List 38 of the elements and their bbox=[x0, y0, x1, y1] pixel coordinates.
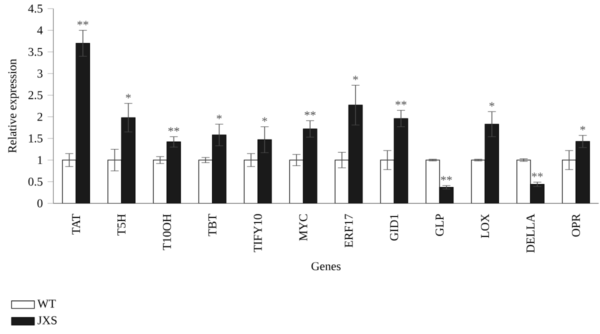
y-tick-label: 4.5 bbox=[28, 4, 42, 13]
x-tick-label: MYC bbox=[299, 214, 308, 241]
legend-label: JXS bbox=[38, 316, 57, 324]
annotation: ** bbox=[396, 100, 406, 106]
annotation: ** bbox=[441, 176, 452, 181]
y-tick-label: 1 bbox=[38, 156, 42, 164]
annotation: ** bbox=[168, 127, 180, 132]
x-tick-label: OPR bbox=[572, 214, 580, 237]
y-tick-label: 0.5 bbox=[28, 178, 42, 186]
x-tick-label: LOX bbox=[481, 214, 490, 238]
x-tick-label: TIFY10 bbox=[254, 214, 262, 252]
x-tick-label: DELLA bbox=[526, 214, 534, 253]
y-tick-label: 4 bbox=[37, 26, 43, 34]
annotation: * bbox=[489, 102, 494, 107]
annotation: * bbox=[126, 94, 131, 98]
annotation: * bbox=[580, 126, 586, 130]
y-tick-label: 2.5 bbox=[28, 91, 42, 100]
x-tick-label: ERF17 bbox=[344, 214, 353, 248]
x-tick-label: TBT bbox=[208, 214, 216, 236]
y-tick-label: 0 bbox=[37, 199, 42, 208]
y-axis-title: Relative expression bbox=[8, 59, 19, 153]
y-tick-label: 3 bbox=[38, 70, 42, 78]
x-axis-title: Genes bbox=[312, 262, 341, 270]
x-tick-label: TAT bbox=[72, 214, 80, 235]
y-tick-label: 1.5 bbox=[28, 134, 42, 142]
annotation: * bbox=[216, 114, 222, 120]
annotation: ** bbox=[77, 20, 88, 26]
x-tick-label: T10OH bbox=[162, 214, 172, 250]
x-tick-label: GID1 bbox=[390, 214, 398, 241]
annotation: * bbox=[353, 76, 358, 80]
annotation: ** bbox=[532, 172, 543, 178]
legend-label: WT bbox=[37, 300, 56, 308]
x-tick-label: GLP bbox=[436, 214, 444, 236]
y-tick-label: 2 bbox=[37, 112, 42, 121]
annotation: ** bbox=[304, 111, 316, 116]
annotation: * bbox=[262, 117, 268, 122]
x-tick-label: T5H bbox=[118, 214, 126, 236]
y-tick-label: 3.5 bbox=[28, 48, 42, 56]
